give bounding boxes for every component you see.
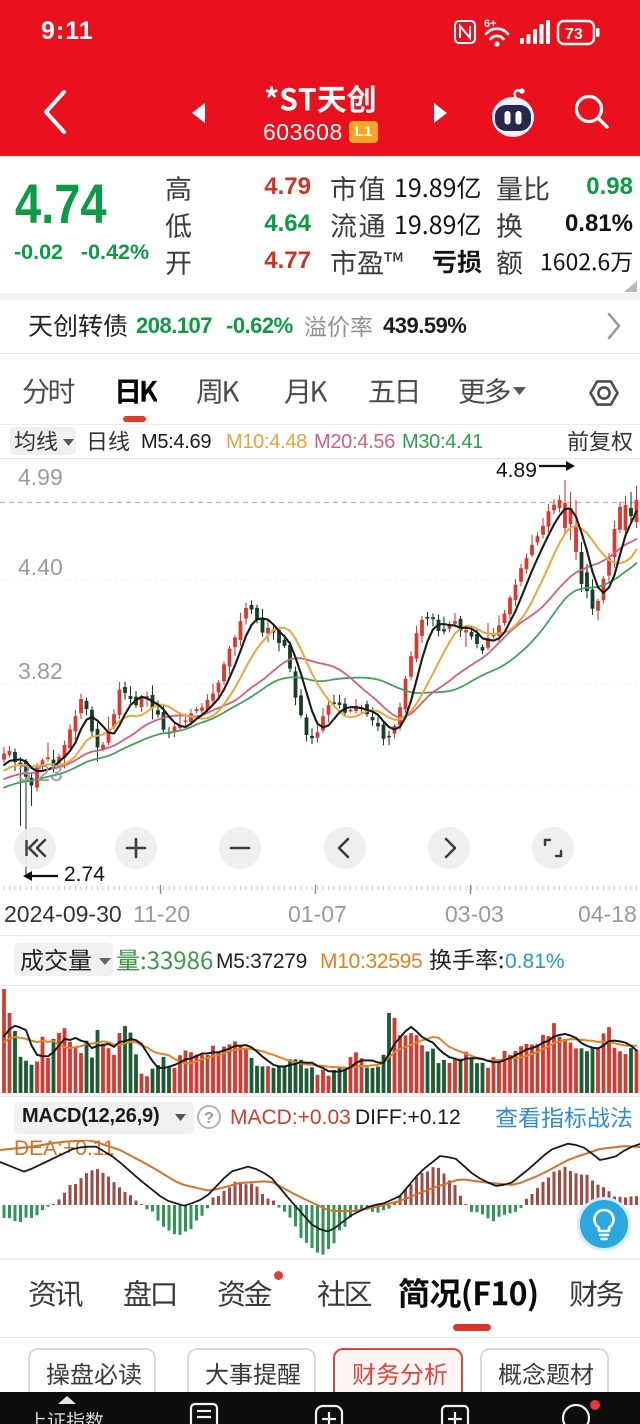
svg-text:4.99: 4.99	[18, 464, 63, 490]
svg-text:4.40: 4.40	[18, 554, 63, 580]
svg-text:2.74: 2.74	[64, 863, 105, 886]
svg-text:3.23: 3.23	[18, 760, 63, 786]
svg-text:6+: 6+	[484, 18, 497, 30]
svg-text:3.82: 3.82	[18, 658, 63, 684]
svg-text:73: 73	[565, 26, 583, 43]
svg-text:4.89: 4.89	[496, 459, 537, 482]
svg-text:?: ?	[204, 1110, 214, 1127]
